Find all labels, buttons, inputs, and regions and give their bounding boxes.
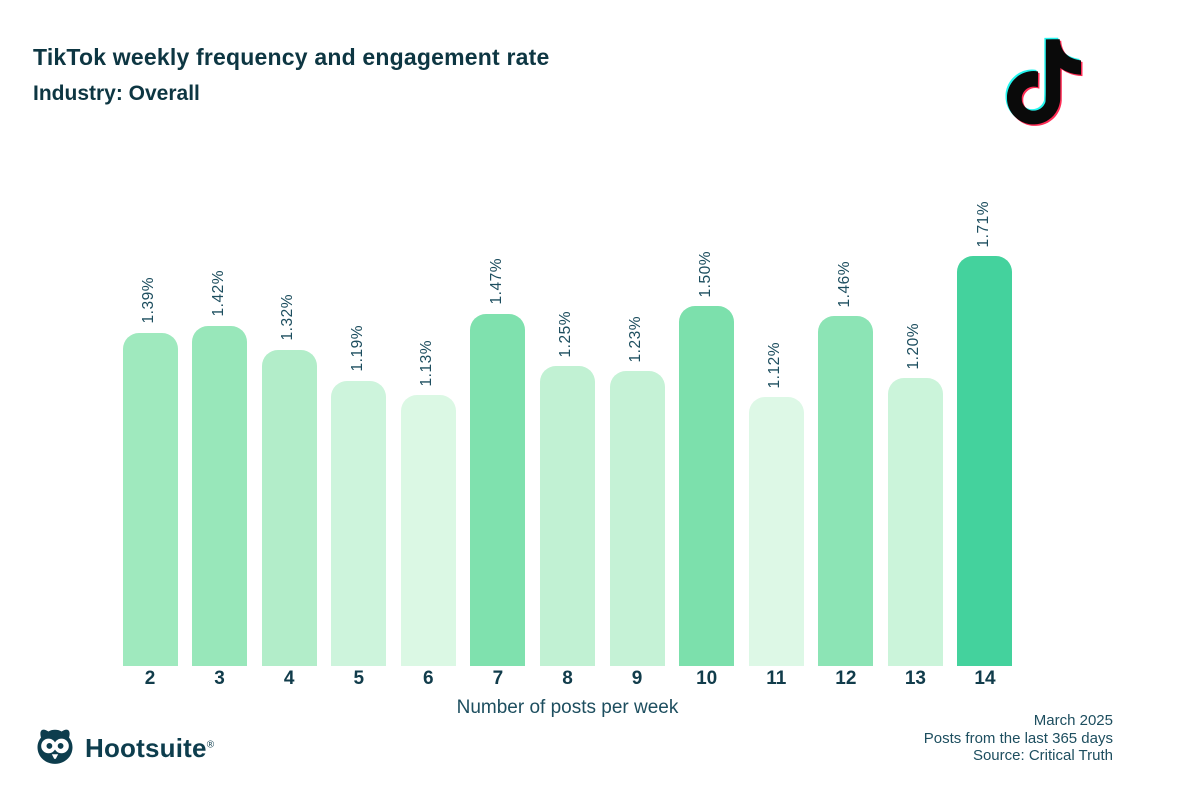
bar: [679, 306, 735, 666]
bar: [470, 313, 526, 666]
bar-value-label: 1.19%: [348, 325, 366, 372]
bar-value-label: 1.39%: [140, 277, 157, 324]
bar: [818, 315, 874, 666]
page-subtitle: Industry: Overall: [33, 82, 200, 105]
note-date: March 2025: [1033, 712, 1113, 729]
bar: [261, 349, 317, 666]
hootsuite-logo: Hootsuite®: [34, 726, 214, 770]
bar-value-label: 1.12%: [766, 342, 784, 389]
bar: [122, 332, 178, 666]
x-tick-label: 2: [144, 668, 156, 689]
bar: [609, 371, 665, 666]
bar: [400, 395, 456, 666]
bar: [331, 380, 387, 666]
x-tick-label: 10: [696, 668, 718, 689]
page-title: TikTok weekly frequency and engagement r…: [33, 44, 550, 70]
x-axis-title: Number of posts per week: [456, 697, 679, 718]
x-tick-label: 3: [214, 668, 225, 689]
x-tick-label: 14: [974, 668, 996, 689]
x-tick-label: 5: [353, 668, 365, 689]
bar-value-label: 1.50%: [696, 250, 714, 298]
bar: [957, 256, 1013, 666]
bar: [748, 397, 804, 666]
bar: [887, 378, 943, 666]
bar-value-label: 1.47%: [487, 258, 505, 305]
bar: [192, 325, 248, 666]
x-tick-label: 9: [631, 668, 643, 689]
x-tick-label: 11: [766, 668, 787, 689]
header: TikTok weekly frequency and engagement r…: [33, 44, 549, 106]
bar-value-label: 1.46%: [835, 260, 853, 307]
bar-value-label: 1.23%: [627, 315, 645, 363]
x-tick-label: 8: [562, 668, 573, 689]
tiktok-note-icon: [1000, 36, 1088, 128]
x-tick-label: 7: [492, 668, 504, 689]
bar-value-label: 1.13%: [418, 339, 436, 387]
bar-value-label: 1.42%: [209, 270, 227, 317]
bar-value-label: 1.25%: [557, 310, 575, 358]
bar-value-label: 1.20%: [905, 322, 923, 370]
owl-icon: [34, 726, 76, 770]
bar: [539, 366, 595, 666]
registered-mark: ®: [206, 738, 215, 750]
hootsuite-wordmark: Hootsuite®: [85, 732, 215, 763]
footer-notes: March 2025 Posts from the last 365 days …: [924, 712, 1113, 765]
bar-value-label: 1.32%: [279, 294, 297, 341]
x-tick-label: 12: [835, 668, 857, 689]
note-range: Posts from the last 365 days: [923, 729, 1113, 747]
bar-value-label: 1.71%: [974, 200, 992, 247]
note-source: Source: Critical Truth: [972, 747, 1113, 764]
x-tick-label: 13: [904, 668, 926, 689]
x-tick-label: 4: [283, 668, 295, 689]
x-tick-label: 6: [423, 668, 434, 689]
